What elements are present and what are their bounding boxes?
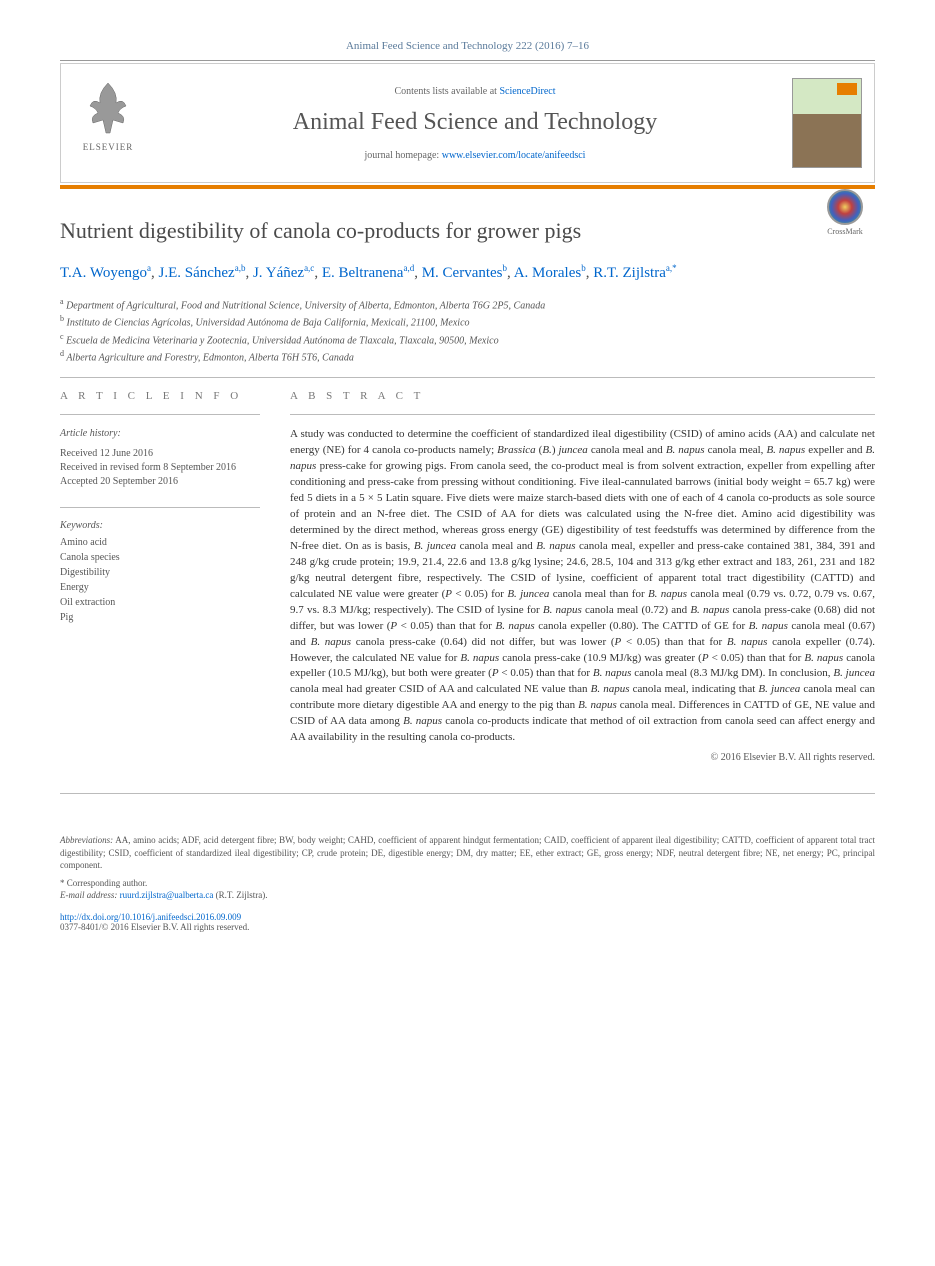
footer-section: Abbreviations: AA, amino acids; ADF, aci…: [60, 834, 875, 932]
history-dates: Received 12 June 2016 Received in revise…: [60, 447, 260, 489]
journal-header: ELSEVIER Contents lists available at Sci…: [60, 63, 875, 183]
keyword-item: Oil extraction: [60, 595, 260, 610]
affiliation-item: c Escuela de Medicina Veterinaria y Zoot…: [60, 331, 875, 348]
author-link[interactable]: T.A. Woyengoa: [60, 265, 151, 281]
contents-line: Contents lists available at ScienceDirec…: [158, 86, 792, 97]
article-title: Nutrient digestibility of canola co-prod…: [60, 217, 581, 246]
history-label: Article history:: [60, 427, 260, 441]
crossmark-label: CrossMark: [827, 227, 863, 236]
divider: [60, 414, 260, 415]
doi-line: http://dx.doi.org/10.1016/j.anifeedsci.2…: [60, 912, 875, 922]
author-link[interactable]: E. Beltranenaa,d: [322, 265, 414, 281]
accepted-date: Accepted 20 September 2016: [60, 475, 260, 489]
abstract-copyright: © 2016 Elsevier B.V. All rights reserved…: [290, 752, 875, 763]
abbreviations: Abbreviations: AA, amino acids; ADF, aci…: [60, 834, 875, 872]
keywords-label: Keywords:: [60, 520, 260, 531]
homepage-prefix: journal homepage:: [365, 150, 442, 161]
author-link[interactable]: J. Yáñeza,c: [253, 265, 314, 281]
email-name: (R.T. Zijlstra).: [216, 890, 268, 900]
divider: [60, 507, 260, 508]
divider-top: [60, 60, 875, 61]
email-line: E-mail address: ruurd.zijlstra@ualberta.…: [60, 890, 875, 900]
contents-prefix: Contents lists available at: [394, 86, 499, 97]
affiliation-item: a Department of Agricultural, Food and N…: [60, 296, 875, 313]
homepage-link[interactable]: www.elsevier.com/locate/anifeedsci: [442, 150, 586, 161]
abstract-column: A B S T R A C T A study was conducted to…: [290, 390, 875, 763]
keyword-item: Amino acid: [60, 535, 260, 550]
abstract-header: A B S T R A C T: [290, 390, 875, 402]
divider: [290, 414, 875, 415]
author-link[interactable]: M. Cervantesb: [422, 265, 507, 281]
crossmark-badge[interactable]: CrossMark: [815, 189, 875, 236]
issn-copyright: 0377-8401/© 2016 Elsevier B.V. All right…: [60, 922, 875, 932]
keyword-item: Canola species: [60, 550, 260, 565]
email-label: E-mail address:: [60, 890, 117, 900]
keyword-item: Pig: [60, 610, 260, 625]
abbrev-label: Abbreviations:: [60, 835, 113, 845]
article-info-header: A R T I C L E I N F O: [60, 390, 260, 402]
elsevier-tree-icon: [78, 78, 138, 138]
journal-title: Animal Feed Science and Technology: [158, 109, 792, 136]
affiliation-item: d Alberta Agriculture and Forestry, Edmo…: [60, 348, 875, 365]
abbrev-text: AA, amino acids; ADF, acid detergent fib…: [60, 835, 875, 870]
journal-reference: Animal Feed Science and Technology 222 (…: [60, 40, 875, 52]
authors-list: T.A. Woyengoa, J.E. Sáncheza,b, J. Yáñez…: [60, 262, 875, 285]
homepage-line: journal homepage: www.elsevier.com/locat…: [158, 150, 792, 161]
doi-link[interactable]: http://dx.doi.org/10.1016/j.anifeedsci.2…: [60, 912, 241, 922]
author-link[interactable]: A. Moralesb: [514, 265, 586, 281]
author-link[interactable]: J.E. Sáncheza,b: [158, 265, 245, 281]
abstract-text: A study was conducted to determine the c…: [290, 427, 875, 746]
divider: [60, 377, 875, 378]
revised-date: Received in revised form 8 September 201…: [60, 461, 260, 475]
elsevier-logo[interactable]: ELSEVIER: [73, 78, 143, 168]
affiliations: a Department of Agricultural, Food and N…: [60, 296, 875, 365]
article-info-column: A R T I C L E I N F O Article history: R…: [60, 390, 260, 763]
email-link[interactable]: ruurd.zijlstra@ualberta.ca: [120, 890, 214, 900]
sciencedirect-link[interactable]: ScienceDirect: [499, 86, 555, 97]
divider: [60, 793, 875, 794]
keywords-list: Amino acidCanola speciesDigestibilityEne…: [60, 535, 260, 625]
elsevier-label: ELSEVIER: [83, 142, 134, 152]
crossmark-icon: [827, 189, 863, 225]
author-link[interactable]: R.T. Zijlstraa,*: [593, 265, 676, 281]
keyword-item: Digestibility: [60, 565, 260, 580]
corresponding-author: * Corresponding author.: [60, 878, 875, 888]
received-date: Received 12 June 2016: [60, 447, 260, 461]
journal-cover-thumbnail[interactable]: [792, 78, 862, 168]
keyword-item: Energy: [60, 580, 260, 595]
affiliation-item: b Instituto de Ciencias Agrícolas, Unive…: [60, 313, 875, 330]
